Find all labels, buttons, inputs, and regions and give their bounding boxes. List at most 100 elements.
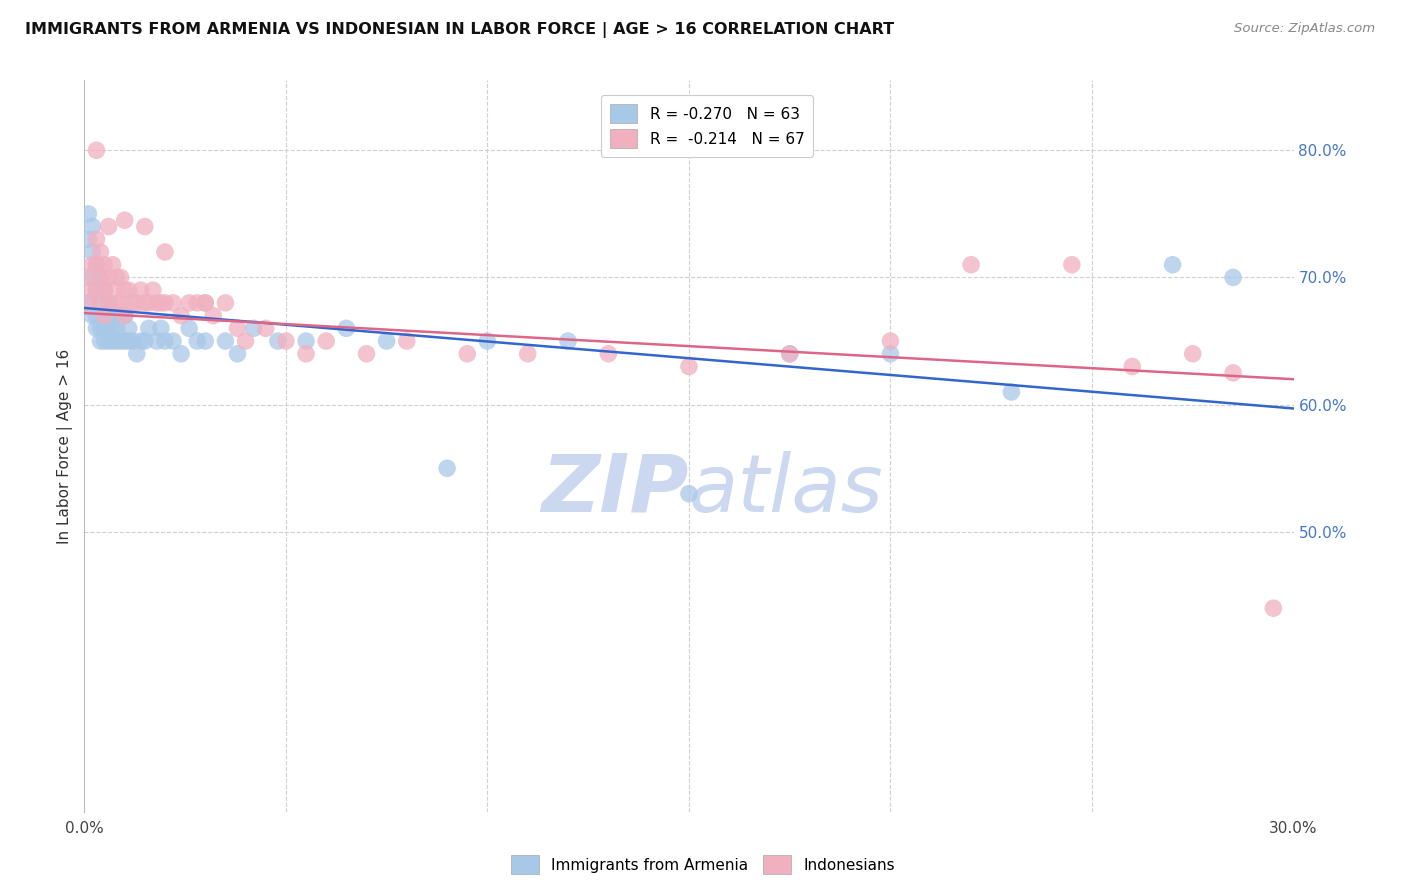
Point xyxy=(110,334,132,348)
Point xyxy=(93,283,115,297)
Point xyxy=(105,296,128,310)
Point xyxy=(82,309,104,323)
Point xyxy=(149,296,172,310)
Point xyxy=(125,347,148,361)
Point xyxy=(114,283,136,297)
Point xyxy=(153,334,176,348)
Point xyxy=(274,334,297,348)
Y-axis label: In Labor Force | Age > 16: In Labor Force | Age > 16 xyxy=(58,349,73,543)
Point xyxy=(194,296,217,310)
Text: Source: ZipAtlas.com: Source: ZipAtlas.com xyxy=(1234,22,1375,36)
Point xyxy=(89,334,111,348)
Point xyxy=(77,270,100,285)
Point xyxy=(138,296,160,310)
Point xyxy=(295,334,318,348)
Point xyxy=(129,283,152,297)
Point xyxy=(114,334,136,348)
Point xyxy=(202,309,225,323)
Point xyxy=(114,213,136,227)
Point xyxy=(101,309,124,323)
Point xyxy=(138,321,160,335)
Point xyxy=(879,347,901,361)
Point xyxy=(93,258,115,272)
Point xyxy=(89,296,111,310)
Point xyxy=(86,321,108,335)
Point xyxy=(598,347,620,361)
Point xyxy=(356,347,378,361)
Point xyxy=(86,143,108,157)
Point xyxy=(436,461,458,475)
Point xyxy=(93,309,115,323)
Point xyxy=(101,321,124,335)
Point xyxy=(186,334,208,348)
Point xyxy=(1000,384,1022,399)
Point xyxy=(77,296,100,310)
Legend: Immigrants from Armenia, Indonesians: Immigrants from Armenia, Indonesians xyxy=(505,849,901,880)
Point xyxy=(1222,270,1244,285)
Point xyxy=(295,347,318,361)
Point xyxy=(77,232,100,246)
Point xyxy=(960,258,983,272)
Point xyxy=(879,334,901,348)
Point xyxy=(134,219,156,234)
Point xyxy=(335,321,357,335)
Point xyxy=(93,309,115,323)
Point xyxy=(226,347,249,361)
Point xyxy=(101,258,124,272)
Point xyxy=(153,245,176,260)
Point xyxy=(97,219,120,234)
Point xyxy=(516,347,538,361)
Point xyxy=(134,296,156,310)
Point xyxy=(214,334,236,348)
Point xyxy=(146,296,169,310)
Point xyxy=(1161,258,1184,272)
Text: IMMIGRANTS FROM ARMENIA VS INDONESIAN IN LABOR FORCE | AGE > 16 CORRELATION CHAR: IMMIGRANTS FROM ARMENIA VS INDONESIAN IN… xyxy=(25,22,894,38)
Point xyxy=(89,296,111,310)
Point xyxy=(1222,366,1244,380)
Point xyxy=(82,258,104,272)
Point xyxy=(86,258,108,272)
Point xyxy=(97,296,120,310)
Point xyxy=(110,270,132,285)
Point xyxy=(114,309,136,323)
Point xyxy=(149,321,172,335)
Point xyxy=(110,296,132,310)
Point xyxy=(779,347,801,361)
Point xyxy=(105,334,128,348)
Point xyxy=(118,334,141,348)
Point xyxy=(82,219,104,234)
Point xyxy=(678,486,700,500)
Point xyxy=(93,283,115,297)
Point xyxy=(1263,601,1285,615)
Point xyxy=(105,270,128,285)
Point xyxy=(557,334,579,348)
Point xyxy=(194,334,217,348)
Point xyxy=(97,334,120,348)
Point xyxy=(86,258,108,272)
Point xyxy=(254,321,277,335)
Point xyxy=(779,347,801,361)
Point xyxy=(395,334,418,348)
Point xyxy=(179,296,201,310)
Point xyxy=(153,296,176,310)
Point xyxy=(162,334,184,348)
Point xyxy=(456,347,478,361)
Point xyxy=(77,207,100,221)
Point xyxy=(162,296,184,310)
Point xyxy=(194,296,217,310)
Point xyxy=(105,321,128,335)
Point xyxy=(89,270,111,285)
Point xyxy=(214,296,236,310)
Point xyxy=(89,245,111,260)
Point xyxy=(235,334,257,348)
Point xyxy=(86,309,108,323)
Point xyxy=(101,334,124,348)
Point xyxy=(134,334,156,348)
Legend: R = -0.270   N = 63, R =  -0.214   N = 67: R = -0.270 N = 63, R = -0.214 N = 67 xyxy=(600,95,814,157)
Point xyxy=(170,309,193,323)
Point xyxy=(77,296,100,310)
Point xyxy=(118,283,141,297)
Point xyxy=(105,309,128,323)
Point xyxy=(97,296,120,310)
Point xyxy=(93,334,115,348)
